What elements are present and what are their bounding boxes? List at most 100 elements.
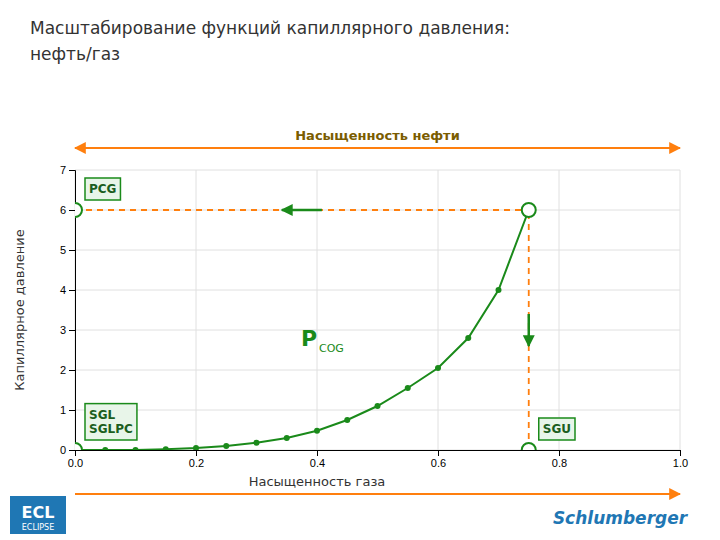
oil-saturation-label: Насыщенность нефти [295,128,460,143]
curve-point [133,447,139,450]
plot-area: 0.0 0.2 0.4 0.6 0.8 1.0 0 1 2 3 4 5 6 7 SGLSGLPC SGU PCG… [60,164,688,469]
curve-point [405,385,411,391]
dashed-guide [75,209,529,211]
curve-point [223,443,229,449]
curve [75,210,529,450]
y-axis-tick: 2 [60,364,75,376]
direction-arrow [282,209,322,212]
x-axis-tick: 0.6 [431,450,446,469]
grid-line [317,170,318,450]
point-label-text: SGU [543,422,571,436]
tick-mark [69,290,75,291]
grid-line [680,170,681,450]
tick-mark [680,450,681,456]
curve-point [344,417,350,423]
grid [75,170,680,450]
tick-mark [69,250,75,251]
x-axis-tick: 0.4 [310,450,325,469]
grid-line [196,170,197,450]
pcog-subscript: COG [319,342,344,355]
oil-saturation-arrow [75,147,680,149]
pcog-label: P [301,326,317,351]
y-axis-tick: 1 [60,404,75,416]
key-point [522,203,536,217]
x-axis-line [76,451,681,457]
curve-point [375,403,381,409]
tick-label: 1 [60,404,66,416]
grid-line [75,370,680,371]
point-label: SGU [539,418,575,440]
key-point [75,203,82,217]
x-axis: 0.0 0.2 0.4 0.6 0.8 1.0 [68,450,688,469]
tick-mark [69,210,75,211]
gas-saturation-arrow [75,493,680,495]
grid-line [75,330,680,331]
point-label-box [539,418,575,440]
tick-mark [438,450,439,456]
y-axis-tick: 6 [60,204,75,216]
tick-label: 0.2 [189,457,204,469]
tick-label: 0.6 [431,457,446,469]
y-axis-label: Капиллярное давление [12,229,27,390]
tick-label: 0.8 [552,457,567,469]
tick-mark [69,170,75,171]
tick-label: 5 [60,244,66,256]
tick-label: 0.4 [310,457,325,469]
y-axis-tick: 0 [60,444,75,456]
schlumberger-logo: Schlumberger [553,508,689,528]
curve-point [193,445,199,450]
curve-point [102,447,108,450]
grid-line [559,170,560,450]
eclipse-logo: ECLIPSE [22,523,54,532]
tick-label: 0.0 [68,457,83,469]
curve-point [435,365,441,371]
x-axis-tick: 1.0 [673,450,688,469]
tick-label: 0 [60,444,66,456]
dashed-guide [528,210,530,450]
subtitle: нефть/газ [30,44,120,64]
tick-mark [69,410,75,411]
x-axis-tick: 0.0 [68,450,83,469]
x-axis-tick: 0.2 [189,450,204,469]
point-label-box [85,178,120,200]
point-label-text: PCG [89,182,116,196]
point-label-box [85,404,137,440]
y-axis-tick: 4 [60,284,75,296]
y-axis: 0 1 2 3 4 5 6 7 [60,164,76,456]
point-label-line: SGU [543,422,571,436]
direction-arrow [528,314,531,346]
tick-mark [69,370,75,371]
x-axis-label: Насыщенность газа [249,474,386,489]
y-axis-line [69,171,76,451]
x-axis-tick: 0.8 [552,450,567,469]
tick-label: 4 [60,284,66,296]
tick-label: 6 [60,204,66,216]
ecl-logo-box [10,496,66,534]
curve-point [314,428,320,434]
curve-point [163,446,169,450]
tick-label: 3 [60,324,66,336]
title: Масштабирование функций капиллярного дав… [30,18,510,38]
grid-line [75,410,680,411]
point-label-text: SGLSGLPC [89,408,133,436]
grid-line [75,250,680,251]
tick-label: 7 [60,164,66,176]
tick-label: 1.0 [673,457,688,469]
y-axis-tick: 3 [60,324,75,336]
point-label-line: SGLPC [89,422,133,436]
grid-line [438,170,439,450]
key-point [522,443,536,450]
curve-point [254,440,260,446]
ecl-logo: ECL [22,503,55,522]
data-marks [75,203,536,450]
tick-mark [196,450,197,456]
point-label: PCG [85,178,120,200]
y-axis-tick: 7 [60,164,75,176]
point-label: SGLSGLPC [85,404,137,440]
tick-mark [317,450,318,456]
curve-point [465,335,471,341]
chart: Масштабирование функций капиллярного дав… [0,0,720,540]
grid-line [75,170,680,171]
point-label-line: PCG [89,182,116,196]
tick-mark [69,450,75,451]
